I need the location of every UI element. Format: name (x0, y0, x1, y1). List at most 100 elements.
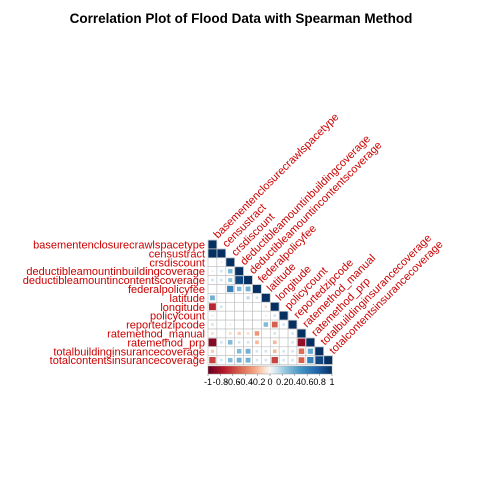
colorbar-tick-label: -1 (204, 377, 212, 387)
correlation-square (272, 357, 278, 363)
correlation-square (209, 357, 215, 363)
correlation-square (246, 358, 251, 363)
diagonal-square (217, 249, 225, 257)
correlation-square (255, 341, 259, 345)
grid-cell (235, 293, 244, 302)
diagonal-square (324, 356, 332, 364)
correlation-square (264, 322, 268, 326)
correlation-square (282, 350, 285, 353)
diagonal-square (244, 276, 252, 284)
grid-cell (217, 329, 226, 338)
correlation-square (273, 349, 277, 353)
correlation-square (220, 270, 223, 273)
correlation-square (265, 359, 268, 362)
correlation-square (238, 332, 241, 335)
grid-cell (253, 302, 262, 311)
correlation-square (255, 331, 259, 335)
colorbar-tick-label: 1 (329, 377, 334, 387)
grid-cell (217, 347, 226, 356)
grid-cell (244, 320, 253, 329)
correlation-square (212, 270, 214, 272)
diagonal-square (235, 267, 243, 275)
correlation-square (291, 359, 294, 362)
diagonal-square (280, 312, 288, 320)
row-labels: basementenclosurecrawlspacetypecensustra… (23, 239, 205, 367)
correlation-square (315, 356, 323, 364)
colorbar-tick-label: 0 (267, 377, 272, 387)
grid-cell (253, 320, 262, 329)
colorbar-tick-label: 0.8 (313, 377, 326, 387)
correlation-square (272, 322, 278, 328)
chart-title: Correlation Plot of Flood Data with Spea… (70, 11, 413, 26)
diagonal-square (271, 303, 279, 311)
correlation-square (256, 350, 259, 353)
column-label: deductibleamountincontentscoverage (247, 139, 384, 276)
diagonal-square (297, 329, 305, 337)
correlation-square (228, 340, 232, 344)
correlation-square (228, 358, 232, 362)
correlation-square (211, 279, 214, 282)
colorbar-tick-label: 0.4 (289, 377, 302, 387)
correlation-square (211, 332, 214, 335)
grid-cell (226, 293, 235, 302)
diagonal-square (253, 285, 261, 293)
diagonal-square (262, 294, 270, 302)
color-legend: -1 -0.8-0.6-0.4-0.2 0 0.2 0.4 0.6 0.8 1 (204, 366, 335, 387)
grid-cell (217, 285, 226, 294)
correlation-square (291, 341, 294, 344)
correlation-square (299, 349, 304, 354)
correlation-square (228, 278, 232, 282)
grid-cell (253, 311, 262, 320)
correlation-square (210, 295, 215, 300)
diagonal-square (208, 240, 216, 248)
correlation-square (273, 314, 276, 317)
correlation-square (229, 324, 231, 326)
correlation-square (228, 269, 232, 273)
row-label: totalcontentsinsurancecoverage (50, 355, 205, 367)
grid-cell (279, 338, 288, 347)
correlation-square (256, 297, 259, 300)
correlation-square (265, 315, 267, 317)
correlation-square (256, 359, 259, 362)
colorbar-tick-label: 0.6 (301, 377, 314, 387)
correlation-square (291, 332, 294, 335)
correlation-square (246, 296, 249, 299)
diagonal-square (315, 347, 323, 355)
correlation-square (299, 357, 305, 363)
correlation-square (246, 349, 251, 354)
diagonal-square (226, 258, 234, 266)
correlation-square (220, 279, 223, 282)
correlation-square (229, 332, 232, 335)
correlation-square (235, 276, 243, 284)
correlation-square (308, 349, 313, 354)
correlation-square (298, 339, 306, 347)
correlation-square (237, 349, 241, 353)
grid-cell (244, 302, 253, 311)
colorbar-tick-label: 0.2 (276, 377, 289, 387)
correlation-square (209, 303, 216, 310)
grid-cell (226, 347, 235, 356)
grid-cell (279, 329, 288, 338)
correlation-square (211, 323, 214, 326)
correlation-square (220, 359, 223, 362)
correlation-square (307, 357, 313, 363)
correlation-square (237, 358, 242, 363)
grid-cell (235, 320, 244, 329)
grid-cell (244, 311, 253, 320)
colorbar-gradient (208, 366, 332, 374)
correlation-square (227, 286, 233, 292)
correlation-square (247, 341, 250, 344)
correlation-square (212, 315, 214, 317)
correlation-square (208, 249, 216, 257)
grid-cell (226, 302, 235, 311)
correlation-square (291, 350, 294, 353)
correlation-square (211, 350, 214, 353)
correlation-square (237, 287, 241, 291)
correlation-square (282, 323, 285, 326)
correlation-square (238, 341, 241, 344)
correlation-square (247, 332, 250, 335)
diagonal-square (306, 338, 314, 346)
correlation-square (209, 338, 217, 346)
